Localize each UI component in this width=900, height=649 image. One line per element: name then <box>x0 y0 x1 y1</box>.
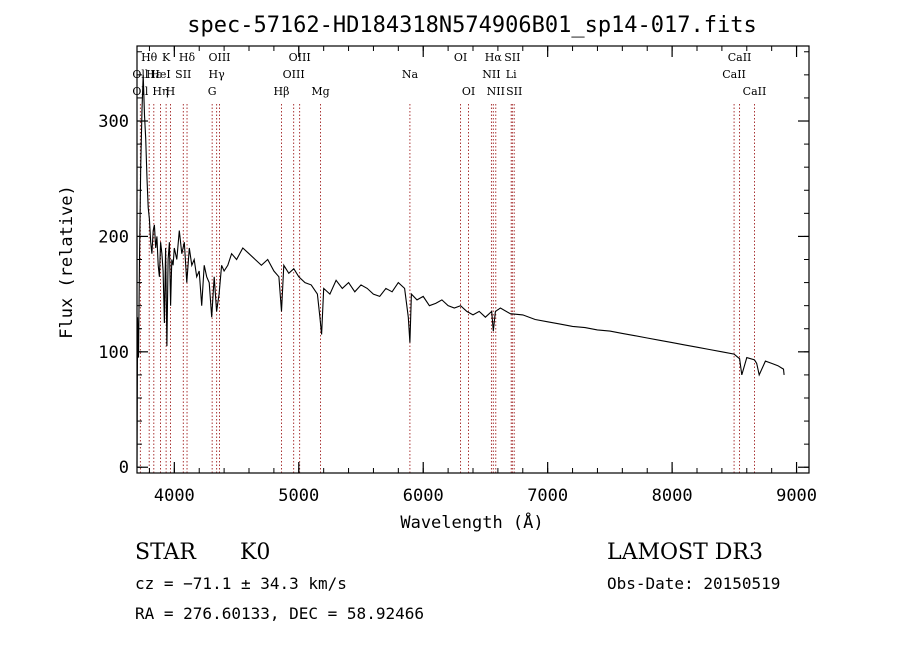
line-label: CaII <box>722 68 746 81</box>
line-label: Hδ <box>179 51 196 64</box>
line-markers <box>139 104 755 473</box>
line-label: SII <box>175 68 191 81</box>
line-label: OI <box>454 51 467 64</box>
line-label: Li <box>506 68 517 81</box>
line-label: OIII <box>289 51 311 64</box>
spectrum-line <box>136 74 785 468</box>
line-label: G <box>208 85 217 98</box>
line-label: CaII <box>728 51 752 64</box>
x-tick-label: 5000 <box>278 486 319 506</box>
line-label: CaII <box>743 85 767 98</box>
y-tick-label: 200 <box>98 227 129 247</box>
line-label: Mg <box>311 85 329 98</box>
y-tick-label: 100 <box>98 343 129 363</box>
line-label: OI <box>462 85 475 98</box>
object-subclass: K0 <box>240 540 271 565</box>
redshift-velocity: cz = −71.1 ± 34.3 km/s <box>135 574 347 593</box>
chart-title: spec-57162-HD184318N574906B01_sp14-017.f… <box>187 13 757 38</box>
line-label: HeI <box>150 68 170 81</box>
x-axis-label: Wavelength (Å) <box>400 511 543 533</box>
line-label: Hγ <box>209 68 226 81</box>
x-tick-label: 8000 <box>652 486 693 506</box>
line-label: Na <box>402 68 419 81</box>
y-tick-label: 0 <box>119 458 129 478</box>
line-label: Hθ <box>141 51 158 64</box>
line-label: OIII <box>283 68 305 81</box>
line-label: Hη <box>152 85 168 98</box>
line-label: Hε <box>146 68 162 81</box>
y-axis: 0 100 200 300 <box>98 51 809 478</box>
observation-date: Obs-Date: 20150519 <box>607 574 781 593</box>
y-axis-label: Flux (relative) <box>57 185 77 339</box>
line-label: SII <box>504 51 520 64</box>
x-tick-label: 4000 <box>154 486 195 506</box>
plot-frame <box>136 45 810 474</box>
line-label: OIII <box>208 51 230 64</box>
line-label: Hβ <box>274 85 290 98</box>
line-label: K <box>162 51 171 64</box>
y-tick-label: 300 <box>98 112 129 132</box>
survey-name: LAMOST DR3 <box>607 540 763 565</box>
line-label: NII <box>482 68 500 81</box>
object-class: STAR <box>135 540 196 565</box>
line-label: Oll <box>132 85 149 98</box>
x-tick-label: 6000 <box>403 486 444 506</box>
line-label: NII <box>487 85 505 98</box>
x-tick-label: 9000 <box>776 486 817 506</box>
ra-dec: RA = 276.60133, DEC = 58.92466 <box>135 604 424 623</box>
line-label: H <box>166 85 176 98</box>
x-tick-label: 7000 <box>527 486 568 506</box>
line-label: Hα <box>485 51 503 64</box>
x-axis: 4000 5000 6000 7000 8000 9000 <box>148 46 817 506</box>
line-label: SII <box>506 85 522 98</box>
